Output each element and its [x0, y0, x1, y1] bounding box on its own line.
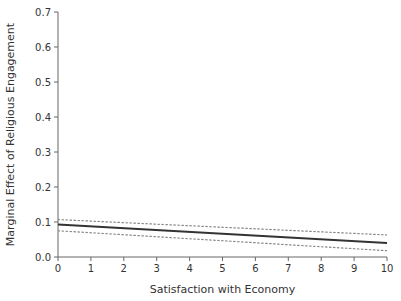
y-tick-label: 0.4 [35, 112, 51, 123]
axes: 0 1 2 3 4 5 6 7 8 9 10 0.0 0.1 0.2 0.3 0.4 0.5 0.6 0.7 [35, 7, 393, 275]
y-tick [54, 222, 58, 223]
y-tick-label: 0.7 [35, 7, 51, 18]
x-tick-label: 9 [351, 263, 357, 274]
y-tick [54, 47, 58, 48]
y-axis-label: Marginal Effect of Religious Engagement [4, 22, 17, 246]
x-tick [255, 257, 256, 261]
x-tick-label: 2 [121, 263, 127, 274]
y-tick-label: 0.6 [35, 42, 51, 53]
x-tick-label: 6 [252, 263, 258, 274]
y-tick-label: 0.3 [35, 147, 51, 158]
y-tick [54, 82, 58, 83]
x-tick-label: 7 [285, 263, 291, 274]
x-tick [58, 257, 59, 261]
x-axis-label: Satisfaction with Economy [150, 283, 296, 296]
x-tick [90, 257, 91, 261]
y-tick-label: 0.2 [35, 182, 51, 193]
x-tick [156, 257, 157, 261]
x-tick-label: 10 [381, 263, 394, 274]
x-tick-label: 0 [55, 263, 61, 274]
y-tick-label: 0.5 [35, 77, 51, 88]
x-tick-label: 3 [154, 263, 160, 274]
y-tick [54, 257, 58, 258]
y-axis-line [58, 12, 59, 257]
chart: 0 1 2 3 4 5 6 7 8 9 10 0.0 0.1 0.2 0.3 0.4 0.5 0.6 0.7 Sati… [0, 0, 401, 301]
x-tick-label: 1 [88, 263, 94, 274]
x-tick [222, 257, 223, 261]
main-line [58, 224, 387, 243]
y-tick-label: 0.0 [35, 252, 51, 263]
plot-area [58, 220, 387, 251]
x-tick [189, 257, 190, 261]
x-tick-label: 8 [318, 263, 324, 274]
x-tick [321, 257, 322, 261]
y-tick [54, 12, 58, 13]
x-tick-label: 4 [186, 263, 192, 274]
y-tick [54, 187, 58, 188]
y-tick [54, 117, 58, 118]
x-tick [288, 257, 289, 261]
x-tick-label: 5 [219, 263, 225, 274]
y-tick-label: 0.1 [35, 217, 51, 228]
x-tick [354, 257, 355, 261]
x-tick [123, 257, 124, 261]
x-tick [387, 257, 388, 261]
y-tick [54, 152, 58, 153]
